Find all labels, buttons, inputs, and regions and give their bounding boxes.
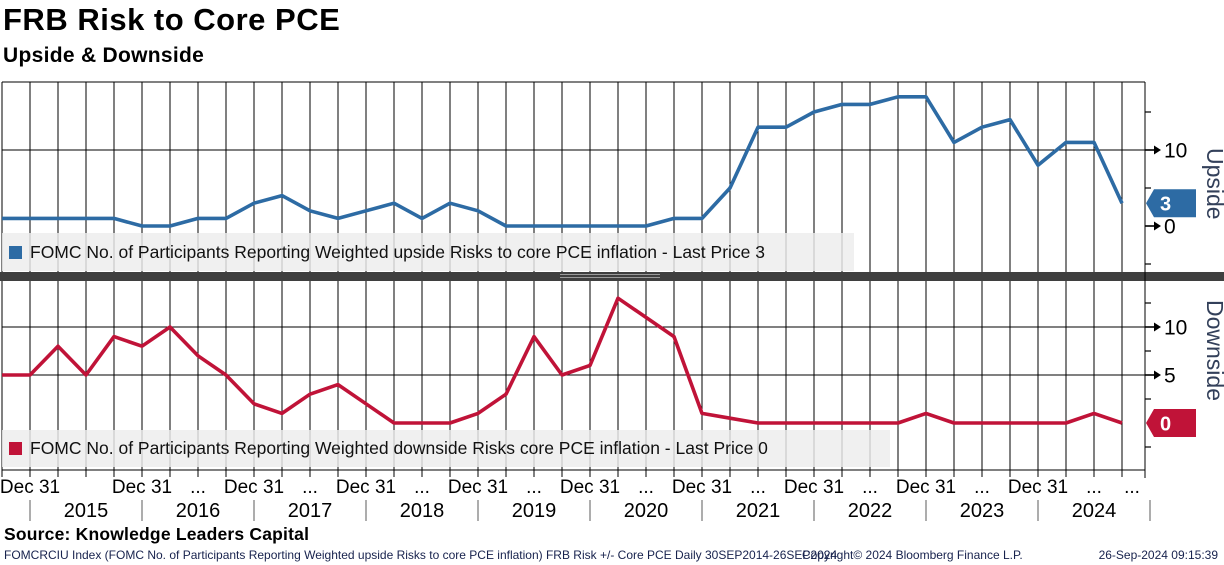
upside-legend-swatch-icon [9,245,22,259]
y-tick-arrow-icon [1154,145,1161,155]
x-tick-label: ... [414,477,430,498]
page-title: FRB Risk to Core PCE [3,2,341,37]
x-tick-label: ... [1124,477,1140,498]
x-tick-label: Dec 31 [1008,477,1068,498]
x-year-label: 2019 [512,500,557,522]
x-tick-label: Dec 31 [112,477,172,498]
downside-legend-swatch-icon [9,442,22,455]
y-tick-label-upside: 0 [1164,216,1176,239]
x-tick-label: ... [638,477,654,498]
x-tick-label: Dec 31 [784,477,844,498]
x-tick-label: Dec 31 [896,477,956,498]
upside-axis-title: Upside [1202,148,1224,220]
x-year-label: 2024 [1072,500,1117,522]
y-tick-arrow-icon [1154,370,1161,380]
page-subtitle: Upside & Downside [3,44,205,67]
downside-axis-title: Downside [1202,300,1224,401]
source-line: Source: Knowledge Leaders Capital [4,524,310,544]
legend-upside[interactable]: FOMC No. of Participants Reporting Weigh… [2,233,854,271]
x-year-label: 2020 [624,500,669,522]
upside-line [2,95,1124,228]
upside-last-price-marker-value: 3 [1160,194,1171,216]
x-year-label: 2015 [64,500,109,522]
footer-timestamp: 26-Sep-2024 09:15:39 [1098,548,1218,562]
panel-separator [0,272,1224,281]
y-tick-arrow-icon [1154,221,1161,231]
y-tick-label-upside: 10 [1164,140,1187,163]
x-tick-label: Dec 31 [448,477,508,498]
x-tick-label: ... [974,477,990,498]
x-tick-label: Dec 31 [336,477,396,498]
upside-last-price-marker-badge [1146,189,1196,218]
x-year-label: 2016 [176,500,221,522]
x-tick-label: Dec 31 [224,477,284,498]
upside-legend-label: FOMC No. of Participants Reporting Weigh… [30,241,765,262]
downside-last-price-marker-value: 0 [1160,414,1171,436]
downside-legend-label: FOMC No. of Participants Reporting Weigh… [30,438,768,458]
footer-copyright: Copyright© 2024 Bloomberg Finance L.P. [802,548,1023,562]
x-tick-label: ... [862,477,878,498]
y-tick-arrow-icon [1154,322,1161,332]
x-tick-label: Dec 31 [560,477,620,498]
x-year-label: 2022 [848,500,893,522]
x-year-label: 2021 [736,500,781,522]
footer-ticker-description: FOMCRCIU Index (FOMC No. of Participants… [4,548,838,562]
x-tick-label: Dec 31 [0,477,60,498]
downside-last-price-marker-badge [1146,409,1196,437]
x-year-label: 2017 [288,500,333,522]
x-year-label: 2023 [960,500,1005,522]
y-tick-label-downside: 5 [1164,365,1176,388]
legend-downside[interactable]: FOMC No. of Participants Reporting Weigh… [2,430,890,467]
x-tick-label: ... [750,477,766,498]
downside-line [2,296,1123,425]
x-tick-label: ... [1086,477,1102,498]
x-tick-label: ... [302,477,318,498]
x-tick-label: Dec 31 [672,477,732,498]
y-tick-label-downside: 10 [1164,317,1187,340]
x-year-label: 2018 [400,500,445,522]
x-tick-label: ... [190,477,206,498]
x-tick-label: ... [526,477,542,498]
